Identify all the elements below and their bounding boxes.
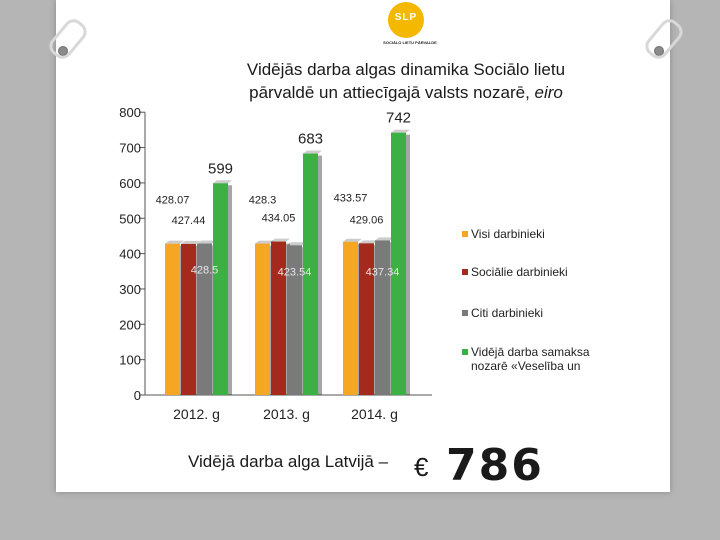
slp-logo: SLP SOCIĀLO LIETU PĀRVALDE [382, 2, 438, 62]
y-tick-label: 600 [119, 176, 141, 191]
bar-1-3 [343, 241, 358, 395]
y-tick-label: 500 [119, 211, 141, 226]
bar-shadow [228, 185, 232, 395]
data-label: 428.07 [156, 195, 190, 207]
bar-4-3 [391, 132, 406, 395]
y-tick-label: 800 [119, 105, 141, 120]
bar-3-1 [197, 243, 212, 395]
data-label: 742 [386, 110, 411, 127]
legend-label: Vidējā darba samaksa [471, 345, 590, 359]
data-label: 429.06 [350, 214, 384, 226]
data-label: 434.05 [262, 213, 296, 225]
data-label: 427.44 [172, 215, 206, 227]
data-label: 428.5 [191, 265, 219, 277]
legend-swatch [462, 269, 468, 275]
bar-2-3 [359, 243, 374, 395]
data-label: 433.57 [334, 193, 368, 205]
data-label: 599 [208, 160, 233, 177]
data-label: 683 [298, 131, 323, 148]
legend-swatch [462, 349, 468, 355]
y-tick-label: 700 [119, 141, 141, 156]
bar-top-face [271, 238, 290, 242]
data-label: 428.3 [249, 195, 277, 207]
bar-3-3 [375, 240, 390, 395]
logo-letters: SLP [394, 12, 418, 23]
bar-3-2 [287, 245, 302, 395]
logo-circle-icon [388, 2, 424, 38]
legend-swatch [462, 310, 468, 316]
footer-text: Vidējā darba alga Latvijā – [188, 452, 389, 471]
chart-title: Vidējās darba algas dinamika Sociālo lie… [196, 58, 616, 104]
logo-subtitle: SOCIĀLO LIETU PĀRVALDE [383, 40, 437, 45]
bar-top-face [197, 240, 216, 244]
legend-label: Sociālie darbinieki [471, 265, 568, 279]
bar-top-face [343, 238, 362, 242]
chart-title-line2: pārvaldē un attiecīgajā valsts nozarē, e… [196, 81, 616, 104]
bar-top-face [165, 240, 184, 244]
euro-sign: € [414, 452, 429, 482]
y-tick-label: 200 [119, 317, 141, 332]
legend-label: nozarē «Veselība un [471, 359, 580, 373]
x-tick-label: 2012. g [173, 406, 220, 422]
legend-label: Visi darbinieki [471, 227, 545, 241]
y-tick-label: 0 [134, 388, 141, 403]
x-tick-label: 2013. g [263, 406, 310, 422]
bar-shadow [318, 155, 322, 395]
chart-title-line1: Vidējās darba algas dinamika Sociālo lie… [246, 60, 566, 79]
average-wage-value: 786 [446, 440, 544, 491]
bar-top-face [391, 129, 410, 133]
bar-top-face [375, 237, 394, 241]
binder-hole-left-icon [58, 46, 68, 56]
bar-top-face [181, 240, 200, 244]
bar-1-2 [255, 243, 270, 395]
bar-4-1 [213, 183, 228, 395]
bar-top-face [359, 240, 378, 244]
data-label: 437.34 [366, 266, 400, 278]
bar-4-2 [303, 153, 318, 395]
bar-top-face [287, 242, 306, 246]
legend-swatch [462, 231, 468, 237]
data-label: 423.54 [278, 266, 312, 278]
bar-top-face [213, 180, 232, 184]
chart-title-unit: eiro [534, 83, 563, 102]
bar-shadow [406, 134, 410, 395]
bar-top-face [255, 240, 274, 244]
y-tick-label: 300 [119, 282, 141, 297]
binder-hole-right-icon [654, 46, 664, 56]
legend-label: Citi darbinieki [471, 306, 543, 320]
bar-2-2 [271, 241, 286, 395]
bar-2-1 [181, 243, 196, 395]
y-tick-label: 400 [119, 247, 141, 262]
y-tick-label: 100 [119, 353, 141, 368]
bar-1-1 [165, 243, 180, 395]
x-tick-label: 2014. g [351, 406, 398, 422]
chart-title-line2-text: pārvaldē un attiecīgajā valsts nozarē, [249, 83, 535, 102]
bar-top-face [303, 150, 322, 154]
